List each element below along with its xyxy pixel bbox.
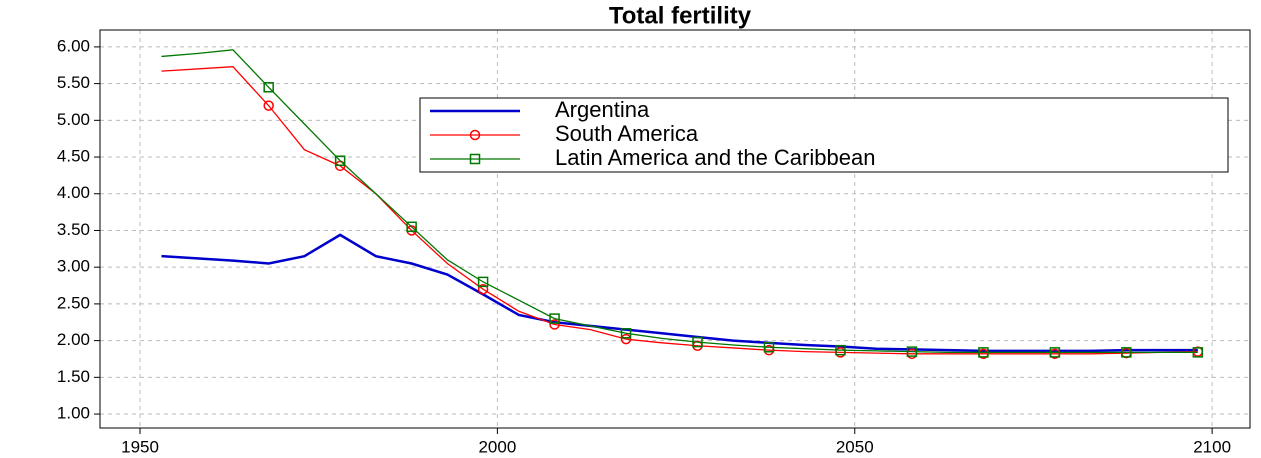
marker <box>692 336 703 348</box>
y-tick-label: 2.50 <box>57 293 90 312</box>
y-tick-label: 3.50 <box>57 220 90 239</box>
y-tick-label: 2.00 <box>57 330 90 349</box>
y-tick-label: 5.00 <box>57 110 90 129</box>
marker <box>406 221 417 233</box>
x-tick-label: 2050 <box>836 437 874 456</box>
marker <box>1121 347 1132 358</box>
marker <box>1049 347 1061 358</box>
marker <box>835 344 846 356</box>
marker <box>477 283 489 295</box>
y-tick-label: 3.00 <box>57 257 90 276</box>
marker <box>469 153 481 165</box>
marker <box>469 129 481 141</box>
x-tick-label: 1950 <box>121 437 159 456</box>
y-tick-label: 4.00 <box>57 183 90 202</box>
y-tick-label: 5.50 <box>57 73 90 92</box>
marker <box>1192 347 1204 358</box>
series-line <box>161 66 1198 355</box>
marker <box>906 346 918 357</box>
y-tick-label: 1.50 <box>57 367 90 386</box>
marker <box>549 319 560 330</box>
y-tick-label: 4.50 <box>57 147 90 166</box>
y-tick-label: 6.00 <box>57 36 90 55</box>
marker <box>477 276 489 288</box>
marker <box>549 313 560 324</box>
series-line <box>161 49 1198 354</box>
legend-box <box>419 97 1229 173</box>
marker <box>263 82 274 93</box>
y-tick-label: 1.00 <box>57 404 90 423</box>
x-tick-label: 2100 <box>1193 437 1231 456</box>
series-line <box>161 233 1198 353</box>
legend-label: Argentina <box>555 97 650 122</box>
plot-frame <box>99 29 1251 429</box>
legend-label: Latin America and the Caribbean <box>555 145 875 170</box>
marker <box>263 100 274 111</box>
x-tick-label: 2000 <box>478 437 516 456</box>
marker <box>334 155 346 166</box>
marker <box>620 328 632 339</box>
chart-title: Total fertility <box>609 2 752 29</box>
legend-label: South America <box>555 121 699 146</box>
marker <box>620 333 632 345</box>
marker <box>763 341 775 353</box>
marker <box>978 347 989 358</box>
